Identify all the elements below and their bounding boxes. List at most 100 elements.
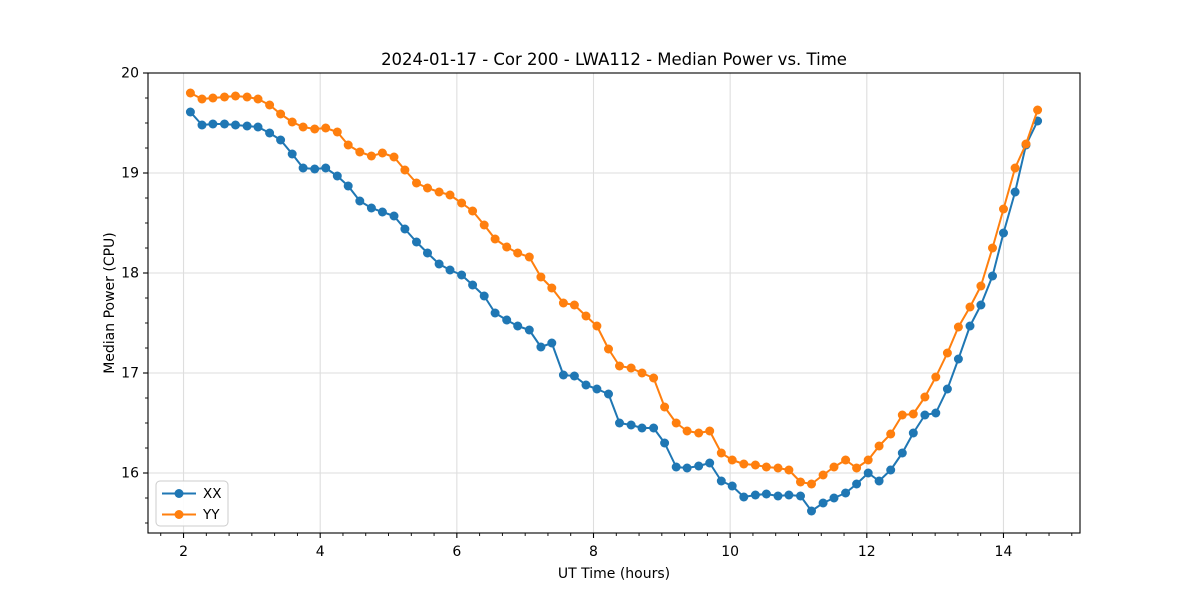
data-point-xx [829,493,839,503]
plot-border [147,72,1081,534]
data-point-xx [874,476,884,486]
legend-item-xx[interactable]: XX [162,486,222,502]
data-point-xx [332,171,342,181]
data-point-yy [818,470,828,480]
data-point-yy [231,91,240,101]
y-tick-label: 18 [121,266,139,282]
data-point-yy [265,100,275,110]
data-point-yy [773,463,783,473]
data-point-yy [592,321,602,331]
data-point-yy [920,392,930,402]
data-point-yy [841,455,851,465]
data-point-xx [716,476,726,486]
data-point-xx [739,492,749,502]
data-point-yy [536,272,546,282]
data-point-yy [637,368,647,378]
data-series [185,88,1043,516]
data-point-xx [377,207,387,217]
data-point-yy [502,242,512,252]
data-point-xx [920,410,930,420]
data-point-yy [649,373,659,383]
x-tick-label: 14 [995,544,1013,560]
data-point-xx [265,128,275,138]
data-point-yy [220,92,229,102]
data-point-yy [727,455,737,465]
data-point-yy [796,477,805,487]
data-point-xx [615,418,624,428]
data-point-yy [886,429,896,439]
data-point-yy [400,165,410,175]
legend[interactable]: XX YY [155,480,229,527]
data-point-yy [694,428,704,438]
data-point-yy [208,93,218,103]
data-point-yy [750,460,760,470]
data-point-xx [750,490,760,500]
data-point-yy [897,410,907,420]
data-point-xx [558,370,568,380]
data-point-xx [423,248,432,258]
data-point-xx [976,300,986,310]
data-point-xx [389,211,399,221]
data-point-xx [536,342,546,352]
grid-lines [148,72,1080,533]
data-point-xx [479,291,489,301]
data-point-xx [445,265,455,275]
data-point-yy [547,283,557,293]
data-point-xx [1010,187,1020,197]
data-point-xx [897,448,907,458]
data-point-yy [829,462,839,472]
data-point-xx [626,420,636,430]
data-point-yy [739,459,749,469]
data-point-xx [434,259,444,269]
data-point-yy [1033,105,1043,115]
data-point-yy [569,300,579,310]
data-point-yy [513,248,523,258]
data-point-yy [310,124,320,134]
data-point-xx [298,163,308,173]
data-point-xx [581,380,591,390]
data-point-yy [581,311,591,321]
data-point-yy [197,94,207,104]
data-point-xx [242,121,252,131]
legend-marker-yy [174,510,184,519]
data-point-xx [727,481,737,491]
data-point-xx [660,438,670,448]
data-point-yy [185,88,195,98]
legend-label-xx: XX [203,486,222,502]
data-point-yy [479,220,489,230]
axis-tick-labels: 2 4 6 8 10 12 14 16 17 18 19 20 [121,66,1012,561]
data-point-yy [332,127,342,137]
data-point-yy [604,344,613,354]
x-tick-label: 2 [179,544,188,560]
data-point-xx [220,119,229,129]
data-point-xx [513,321,523,331]
data-point-yy [863,455,873,465]
series-line-yy [189,92,1039,485]
data-point-yy [682,426,692,436]
data-point-xx [231,120,240,130]
legend-label-yy: YY [202,507,220,523]
data-point-xx [321,163,331,173]
data-point-yy [524,252,534,262]
data-point-yy [298,122,308,132]
data-point-yy [445,190,455,200]
data-point-yy [434,187,444,197]
data-point-yy [1021,139,1031,149]
data-point-xx [796,491,805,501]
x-axis-label: UT Time (hours) [558,566,670,582]
data-point-yy [615,361,624,371]
data-point-xx [197,120,207,130]
data-point-yy [953,322,963,332]
data-point-xx [412,237,421,247]
data-point-yy [660,402,670,412]
data-point-yy [931,372,941,382]
data-point-yy [942,348,952,358]
legend-item-yy[interactable]: YY [162,507,220,523]
data-point-xx [784,490,794,500]
data-point-xx [807,506,816,516]
data-point-yy [988,243,997,253]
data-point-yy [784,465,794,475]
data-point-xx [671,462,681,472]
data-point-yy [671,418,681,428]
